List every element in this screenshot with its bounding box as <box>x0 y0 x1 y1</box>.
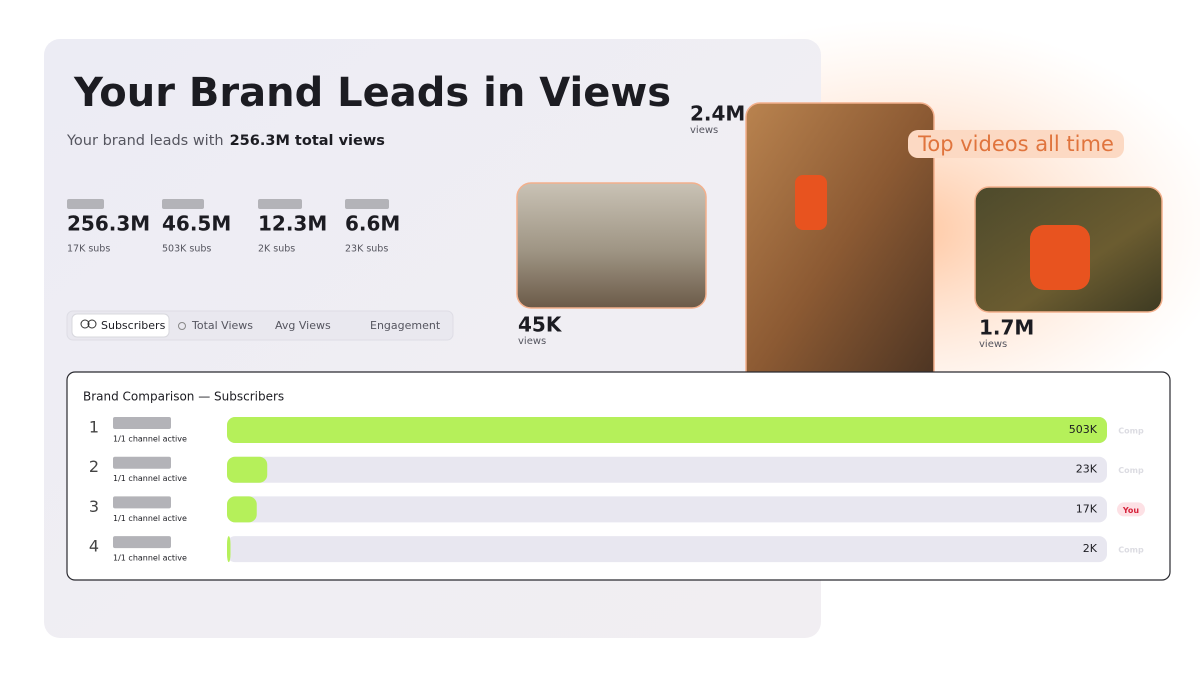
bar <box>227 417 1107 443</box>
heading-pill <box>908 130 1124 158</box>
row-subtitle: 1/1 channel active <box>113 435 187 444</box>
subtitle-prefix: Your brand leads with <box>66 133 224 149</box>
redacted-name <box>258 199 302 209</box>
row-subtitle: 1/1 channel active <box>113 554 187 563</box>
video-thumbnail[interactable] <box>516 182 707 309</box>
stat-value: 6.6M <box>345 212 400 236</box>
stat-subs: 23K subs <box>345 244 388 255</box>
rank: 1 <box>89 418 99 437</box>
video-views: 2.4M <box>690 102 745 126</box>
bar <box>227 536 231 563</box>
title: Your Brand Leads in Views <box>73 70 671 116</box>
value-label: 503K <box>1069 423 1098 436</box>
chart-rows: 1 1/1 channel active 503K Comp 2 1/1 channel … <box>89 417 1145 563</box>
tab[interactable]: Avg Views <box>275 319 331 332</box>
badge: Comp <box>1118 427 1144 436</box>
subtitle: Your brand leads with 256.3M total views <box>66 133 385 149</box>
rank: 2 <box>89 457 99 476</box>
tab[interactable]: Engagement <box>370 319 441 332</box>
bar <box>227 456 268 483</box>
value-label: 17K <box>1076 502 1098 515</box>
redacted-name <box>67 199 104 209</box>
video-views-label: views <box>979 339 1007 350</box>
row-subtitle: 1/1 channel active <box>113 474 187 483</box>
tab-icon <box>178 322 186 330</box>
redacted-name <box>113 417 171 429</box>
value-label: 2K <box>1083 542 1098 555</box>
figure <box>795 175 827 230</box>
tabs: Subscribers Total Views Avg Views Engagemen… <box>80 319 441 332</box>
stat-value: 256.3M <box>67 212 150 236</box>
rank: 4 <box>89 537 99 556</box>
subtitle-highlight: 256.3M total views <box>230 133 385 149</box>
video-thumbnail[interactable] <box>745 102 935 387</box>
value-label: 23K <box>1076 463 1098 476</box>
tab-icon <box>87 319 97 329</box>
bar-track <box>227 496 1107 523</box>
videos-heading: Top videos all time <box>917 132 1114 156</box>
stats: 256.3M 17K subs 46.5M 503K subs 12.3M 2K subs… <box>67 199 400 255</box>
redacted-name <box>162 199 204 209</box>
video-views: 45K <box>518 313 563 337</box>
bar-track <box>227 456 1107 483</box>
badge: Comp <box>1118 546 1144 555</box>
chart-title: Brand Comparison — Subscribers <box>83 390 284 404</box>
badge: You <box>1122 506 1140 515</box>
redacted-name <box>113 496 171 509</box>
tab[interactable]: Subscribers <box>101 319 166 332</box>
tab[interactable]: Total Views <box>191 319 253 332</box>
badge: Comp <box>1118 466 1144 475</box>
row-subtitle: 1/1 channel active <box>113 514 187 523</box>
video-views-label: views <box>690 125 718 136</box>
tab-icon <box>80 319 90 329</box>
stat-subs: 2K subs <box>258 244 295 255</box>
badge-bg <box>1117 502 1145 517</box>
redacted-name <box>113 536 171 549</box>
active-tab-bg <box>71 313 170 338</box>
stat-subs: 17K subs <box>67 244 110 255</box>
figure <box>1030 225 1090 290</box>
stat-subs: 503K subs <box>162 244 211 255</box>
redacted-name <box>345 199 389 209</box>
video-views-label: views <box>518 336 546 347</box>
redacted-name <box>113 456 171 469</box>
stat-value: 46.5M <box>162 212 231 236</box>
bar <box>227 496 257 523</box>
stat-value: 12.3M <box>258 212 327 236</box>
video-views: 1.7M <box>979 316 1034 340</box>
rank: 3 <box>89 497 99 516</box>
bar-track <box>227 536 1107 563</box>
